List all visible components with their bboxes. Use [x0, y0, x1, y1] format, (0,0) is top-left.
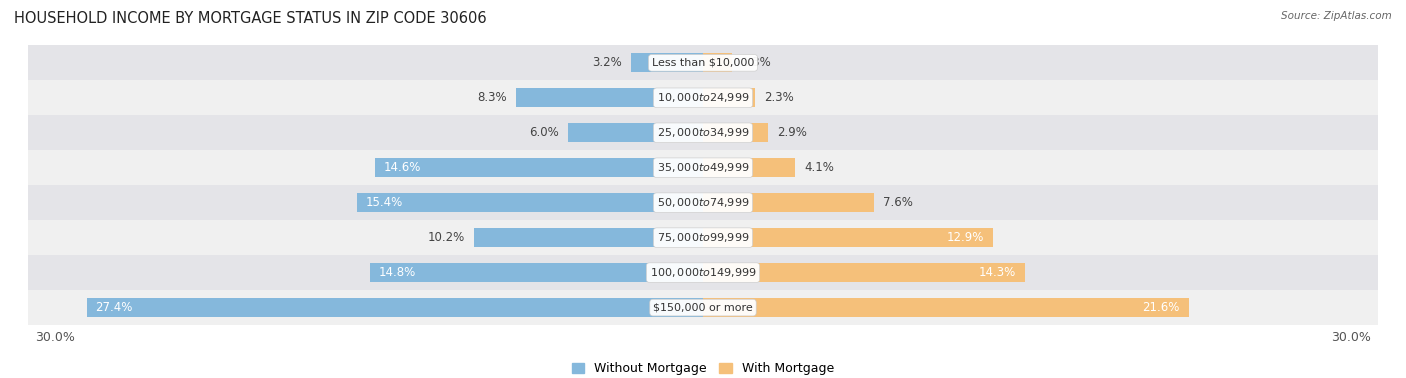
Bar: [28, 185, 1378, 220]
Text: 10.2%: 10.2%: [427, 231, 464, 244]
Bar: [357, 193, 703, 212]
Text: HOUSEHOLD INCOME BY MORTGAGE STATUS IN ZIP CODE 30606: HOUSEHOLD INCOME BY MORTGAGE STATUS IN Z…: [14, 11, 486, 26]
Bar: [28, 290, 1378, 325]
Text: 8.3%: 8.3%: [478, 91, 508, 104]
Text: 4.1%: 4.1%: [804, 161, 834, 174]
Bar: [703, 53, 733, 73]
Text: 7.6%: 7.6%: [883, 196, 912, 209]
Bar: [703, 88, 755, 107]
Bar: [28, 45, 1378, 81]
Bar: [474, 228, 703, 247]
Text: 14.8%: 14.8%: [380, 266, 416, 279]
Text: 30.0%: 30.0%: [1331, 331, 1371, 344]
Text: Less than $10,000: Less than $10,000: [652, 58, 754, 68]
Text: $150,000 or more: $150,000 or more: [654, 303, 752, 313]
Text: 21.6%: 21.6%: [1143, 301, 1180, 314]
Bar: [87, 298, 703, 317]
Text: $50,000 to $74,999: $50,000 to $74,999: [657, 196, 749, 209]
Text: $10,000 to $24,999: $10,000 to $24,999: [657, 91, 749, 104]
Text: $75,000 to $99,999: $75,000 to $99,999: [657, 231, 749, 244]
Text: 27.4%: 27.4%: [96, 301, 134, 314]
Bar: [703, 158, 796, 177]
Text: 3.2%: 3.2%: [592, 56, 621, 69]
Text: $35,000 to $49,999: $35,000 to $49,999: [657, 161, 749, 174]
Text: 14.3%: 14.3%: [979, 266, 1015, 279]
Bar: [28, 115, 1378, 150]
Text: 30.0%: 30.0%: [35, 331, 75, 344]
Bar: [516, 88, 703, 107]
Text: $25,000 to $34,999: $25,000 to $34,999: [657, 126, 749, 139]
Bar: [631, 53, 703, 73]
Bar: [374, 158, 703, 177]
Bar: [28, 220, 1378, 255]
Text: 2.3%: 2.3%: [763, 91, 793, 104]
Bar: [703, 263, 1025, 282]
Bar: [28, 150, 1378, 185]
Text: 2.9%: 2.9%: [778, 126, 807, 139]
Text: 12.9%: 12.9%: [946, 231, 984, 244]
Bar: [703, 298, 1189, 317]
Bar: [370, 263, 703, 282]
Text: 15.4%: 15.4%: [366, 196, 402, 209]
Bar: [28, 255, 1378, 290]
Bar: [568, 123, 703, 143]
Bar: [703, 123, 768, 143]
Text: 14.6%: 14.6%: [384, 161, 420, 174]
Bar: [28, 81, 1378, 115]
Bar: [703, 193, 875, 212]
Text: Source: ZipAtlas.com: Source: ZipAtlas.com: [1281, 11, 1392, 21]
Text: 6.0%: 6.0%: [529, 126, 560, 139]
Bar: [703, 228, 993, 247]
Legend: Without Mortgage, With Mortgage: Without Mortgage, With Mortgage: [567, 357, 839, 378]
Text: $100,000 to $149,999: $100,000 to $149,999: [650, 266, 756, 279]
Text: 1.3%: 1.3%: [741, 56, 770, 69]
